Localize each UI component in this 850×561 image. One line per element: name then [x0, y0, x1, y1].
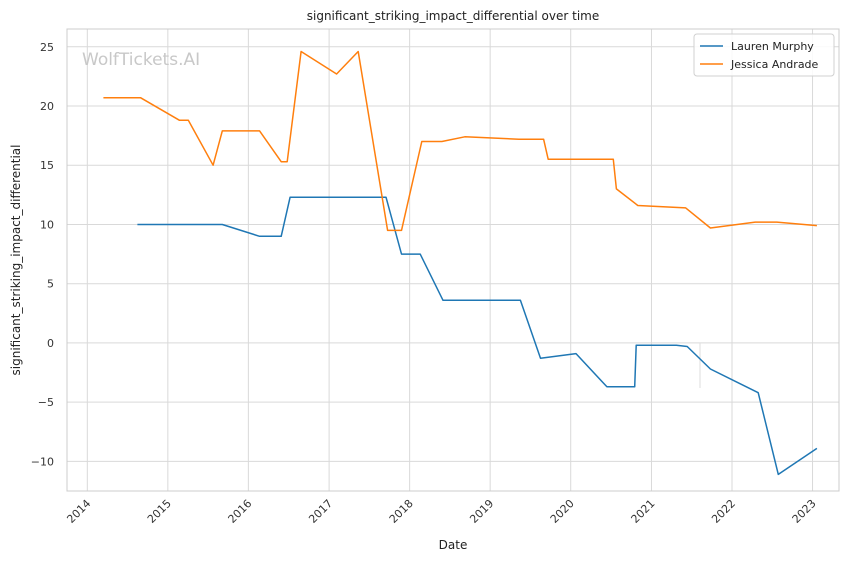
grid: [67, 29, 839, 491]
x-tick-labels: 2014 2015 2016 2017 2018 2019 2020 2021 2022 2023: [64, 497, 818, 526]
legend-label-lauren-murphy: Lauren Murphy: [731, 40, 814, 53]
series-line-lauren-murphy: [137, 196, 818, 476]
series-line-jessica-andrade: [103, 50, 817, 232]
y-tick-label: 0: [47, 337, 54, 350]
y-axis-label: significant_striking_impact_differential: [9, 145, 23, 376]
chart-title: significant_striking_impact_differential…: [307, 9, 599, 23]
legend: Lauren Murphy Jessica Andrade: [693, 33, 835, 77]
x-axis-label: Date: [439, 538, 468, 552]
y-tick-label: 5: [47, 278, 54, 291]
y-tick-label: 20: [40, 100, 54, 113]
y-tick-labels: −10 −5 0 5 10 15 20 25: [31, 41, 54, 469]
y-tick-label: −10: [31, 455, 54, 468]
y-tick-label: 15: [40, 159, 54, 172]
plot-frame: [66, 28, 840, 492]
series-lines: [103, 50, 818, 476]
y-tick-label: 10: [40, 218, 54, 231]
y-tick-label: −5: [38, 396, 54, 409]
y-tick-label: 25: [40, 41, 54, 54]
legend-label-jessica-andrade: Jessica Andrade: [730, 58, 819, 71]
watermark-text: WolfTickets.AI: [82, 50, 200, 70]
legend-box: [693, 33, 835, 77]
